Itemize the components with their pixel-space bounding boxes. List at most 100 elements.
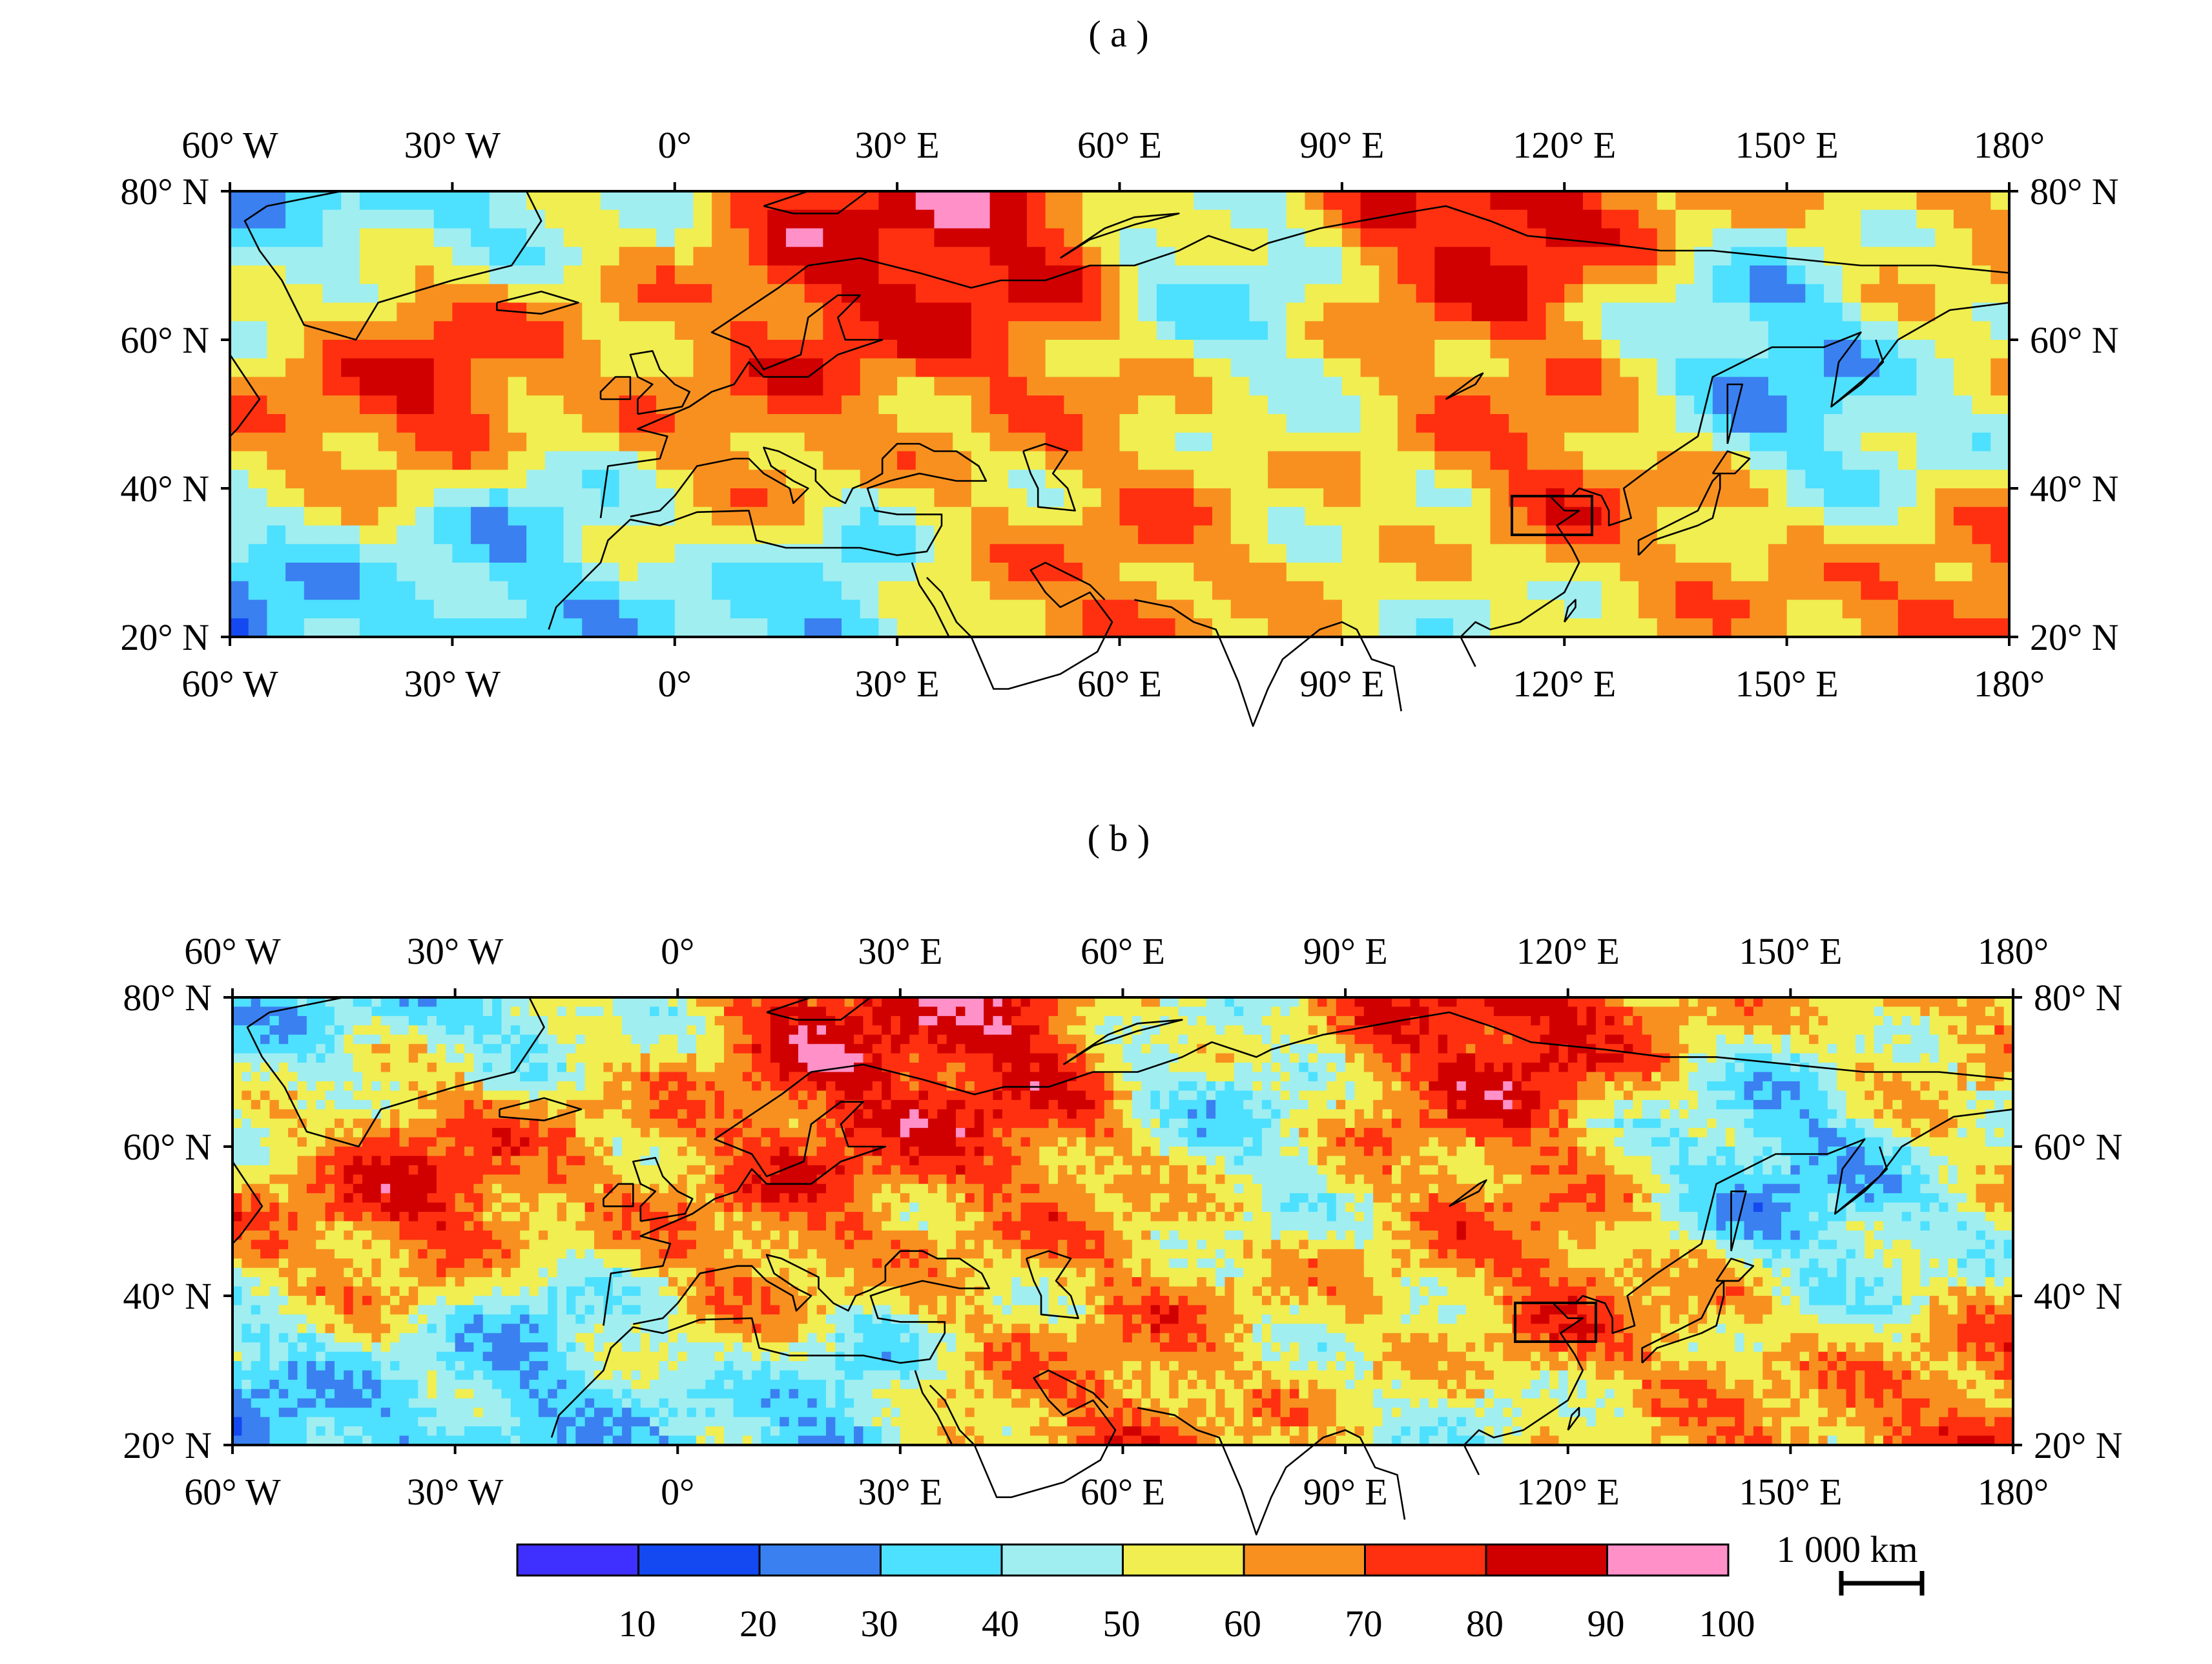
field-cell-r7-c29	[501, 1063, 512, 1073]
field-cell-r4-c2	[251, 1034, 261, 1045]
field-cell-r15-c86	[1824, 470, 1843, 489]
field-cell-r17-c56	[1268, 506, 1287, 526]
field-cell-r15-c63	[1397, 470, 1417, 489]
field-cell-r9-c100	[1159, 1081, 1170, 1091]
field-cell-r10-c38	[934, 377, 953, 396]
field-cell-r11-c112	[1271, 1099, 1281, 1110]
field-cell-r10-c181	[1911, 1090, 1921, 1101]
field-cell-r3-c71	[891, 1025, 901, 1035]
field-cell-r6-c26	[473, 1053, 484, 1063]
field-cell-r12-c31	[804, 414, 823, 433]
field-cell-r3-c52	[714, 1025, 725, 1035]
field-cell-r22-c43	[1027, 599, 1046, 619]
field-cell-r21-c21	[619, 581, 638, 601]
field-cell-r10-c140	[1531, 1090, 1541, 1101]
field-cell-r2-c9	[397, 228, 416, 247]
field-cell-r4-c122	[1363, 1034, 1374, 1045]
field-cell-r4-c141	[1540, 1034, 1550, 1045]
field-cell-r11-c183	[1929, 1099, 1939, 1110]
field-cell-r20-c80	[1712, 563, 1732, 582]
field-cell-r8-c135	[1484, 1072, 1494, 1082]
field-cell-r20-c92	[1935, 563, 1954, 582]
field-cell-r10-c183	[1929, 1090, 1939, 1101]
field-cell-r1-c177	[1874, 1006, 1884, 1017]
field-cell-r10-c83	[1002, 1090, 1012, 1101]
field-cell-r3-c103	[1188, 1025, 1197, 1035]
field-cell-r8-c13	[353, 1072, 363, 1082]
field-cell-r4-c81	[1731, 265, 1750, 285]
field-cell-r7-c50	[696, 1063, 706, 1073]
field-cell-r4-c86	[1029, 1034, 1040, 1045]
field-cell-r0-c140	[1531, 997, 1541, 1008]
field-cell-r11-c25	[464, 1099, 474, 1110]
field-cell-r6-c11	[433, 302, 453, 322]
field-cell-r18-c64	[1416, 525, 1435, 545]
field-cell-r8-c45	[650, 1072, 660, 1082]
field-cell-r7-c94	[1104, 1063, 1114, 1073]
field-cell-r16-c54	[1230, 488, 1250, 508]
field-cell-r23-c77	[1657, 618, 1677, 638]
field-cell-r4-c86	[1824, 265, 1843, 285]
field-cell-r11-c171	[1818, 1099, 1828, 1110]
field-cell-r11-c77	[1657, 395, 1677, 415]
field-cell-r9-c156	[1679, 1081, 1690, 1091]
field-cell-r9-c127	[1410, 1081, 1420, 1091]
field-cell-r7-c127	[1410, 1063, 1420, 1073]
field-cell-r13-c5	[278, 1118, 289, 1128]
field-cell-r0-c97	[1132, 997, 1142, 1008]
field-cell-r8-c58	[1305, 340, 1324, 359]
field-cell-r4-c38	[584, 1034, 595, 1045]
field-cell-r6-c13	[353, 1053, 363, 1063]
field-cell-r16-c28	[749, 488, 768, 508]
field-cell-r6-c174	[1846, 1053, 1856, 1063]
field-cell-r6-c2	[267, 302, 286, 322]
field-cell-r3-c63	[816, 1025, 827, 1035]
field-cell-r11-c151	[1633, 1099, 1643, 1110]
field-cell-r12-c156	[1679, 1109, 1690, 1119]
field-cell-r2-c40	[971, 228, 991, 247]
field-cell-r3-c189	[1985, 1025, 1995, 1035]
field-cell-r10-c149	[1614, 1090, 1624, 1101]
field-cell-r19-c85	[1805, 544, 1824, 563]
field-cell-r4-c118	[1327, 1034, 1337, 1045]
field-cell-r5-c128	[1420, 1044, 1429, 1054]
field-cell-r3-c85	[1020, 1025, 1031, 1035]
field-cell-r9-c38	[934, 358, 953, 378]
field-cell-r8-c127	[1410, 1072, 1420, 1082]
field-cell-r13-c54	[1230, 432, 1250, 452]
field-cell-r0-c83	[1768, 191, 1788, 211]
field-cell-r0-c25	[693, 191, 712, 211]
field-cell-r7-c154	[1660, 1063, 1671, 1073]
field-cell-r20-c22	[637, 563, 657, 582]
field-cell-r2-c173	[1837, 1015, 1847, 1026]
field-cell-r0-c72	[1564, 191, 1584, 211]
field-cell-r11-c74	[918, 1099, 929, 1110]
field-cell-r20-c56	[1268, 563, 1287, 582]
field-cell-r12-c46	[659, 1109, 669, 1119]
field-cell-r17-c9	[397, 506, 416, 526]
field-cell-r0-c93	[1953, 191, 1973, 211]
field-cell-r3-c9	[397, 247, 416, 266]
field-cell-r3-c181	[1911, 1025, 1921, 1035]
field-cell-r9-c111	[1261, 1081, 1272, 1091]
field-cell-r3-c8	[378, 247, 397, 266]
field-cell-r11-c83	[1002, 1099, 1012, 1110]
field-cell-r6-c123	[1373, 1053, 1383, 1063]
field-cell-r23-c86	[1824, 618, 1843, 638]
field-cell-r15-c90	[1897, 470, 1917, 489]
field-cell-r12-c180	[1901, 1109, 1912, 1119]
field-cell-r20-c87	[1842, 563, 1862, 582]
field-cell-r23-c3	[285, 618, 305, 638]
field-cell-r14-c48	[1119, 451, 1139, 470]
field-cell-r7-c32	[823, 321, 842, 340]
field-cell-r3-c30	[785, 247, 805, 266]
field-cell-r13-c33	[842, 432, 861, 452]
field-cell-r16-c52	[1194, 488, 1213, 508]
field-cell-r14-c16	[526, 451, 546, 470]
field-cell-r0-c28	[749, 191, 768, 211]
field-cell-r5-c77	[946, 1044, 956, 1054]
field-cell-r0-c70	[882, 997, 892, 1008]
field-cell-r4-c75	[1620, 265, 1639, 285]
field-cell-r5-c50	[1156, 284, 1176, 304]
field-cell-r5-c53	[724, 1044, 734, 1054]
